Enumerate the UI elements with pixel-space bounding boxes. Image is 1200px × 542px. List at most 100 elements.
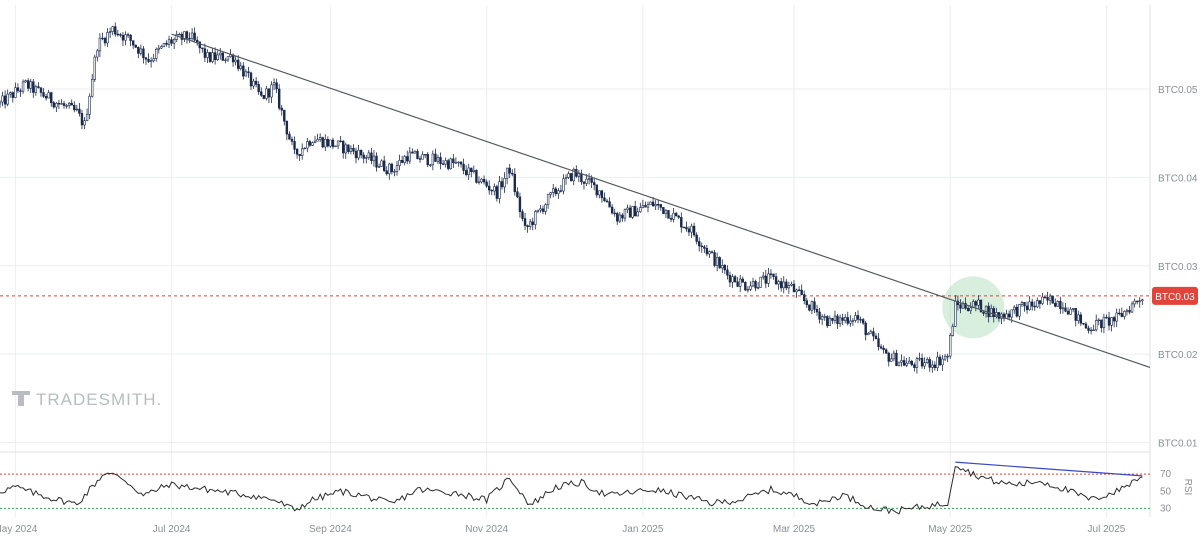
x-tick-label: Jan 2025 — [622, 524, 664, 535]
candle-body — [1064, 307, 1067, 312]
axes: May 2024 Jul 2024 Sep 2024 Nov 2024 Jan 2025… — [0, 85, 1198, 535]
candle-body — [951, 326, 954, 336]
current-price-label: BTC0.03 — [1155, 292, 1195, 303]
candle-body — [1097, 319, 1100, 322]
candle-body — [454, 162, 458, 164]
candle-body — [564, 177, 568, 180]
candle-body — [3, 95, 7, 105]
candle-body — [318, 137, 322, 140]
candle-body — [172, 39, 176, 44]
candle-body — [275, 82, 278, 90]
candle-body — [567, 173, 570, 178]
candle-body — [705, 248, 709, 255]
candle-body — [623, 209, 627, 219]
candle-body — [736, 281, 739, 287]
candle-body — [887, 352, 890, 362]
candle-body — [1123, 311, 1126, 317]
candle-body — [426, 154, 429, 166]
candle-body — [206, 52, 209, 58]
candle-body — [925, 359, 929, 364]
candle-body — [674, 212, 678, 217]
candle-body — [1048, 295, 1052, 301]
candle-body — [34, 86, 38, 93]
candle-body — [213, 52, 217, 60]
candle-body — [211, 52, 214, 62]
candle-body — [516, 191, 519, 198]
candle-body — [928, 359, 931, 368]
candle-body — [613, 212, 616, 215]
candle-body — [152, 58, 155, 61]
candle-body — [718, 257, 721, 269]
candle-body — [1013, 306, 1016, 311]
candle-body — [57, 102, 61, 105]
candle-body — [593, 182, 596, 186]
candle-body — [849, 320, 852, 324]
candle-body — [375, 155, 378, 168]
candle-body — [311, 142, 314, 146]
candle-body — [569, 173, 573, 182]
x-tick-label: May 2024 — [0, 524, 38, 535]
y-tick-label: BTC0.03 — [1158, 262, 1198, 273]
candle-body — [554, 188, 557, 195]
candle-body — [242, 65, 245, 77]
candle-body — [1074, 308, 1077, 321]
candle-body — [897, 361, 901, 366]
candle-body — [313, 140, 317, 143]
candle-body — [721, 265, 724, 269]
candle-body — [1120, 313, 1124, 317]
candle-body — [480, 178, 483, 183]
candle-body — [884, 349, 888, 354]
candle-body — [78, 108, 81, 114]
candle-body — [664, 210, 668, 214]
candle-body — [1007, 313, 1011, 318]
candle-body — [1015, 306, 1019, 317]
candle-body — [795, 289, 798, 293]
candle-body — [859, 319, 862, 321]
candle-body — [531, 221, 534, 225]
candle-body — [541, 208, 545, 212]
candle-body — [920, 357, 924, 367]
candle-body — [1084, 323, 1088, 329]
candle-body — [633, 206, 637, 217]
candle-body — [1038, 300, 1042, 304]
candle-body — [380, 160, 383, 167]
candle-body — [190, 32, 194, 39]
candle-body — [244, 71, 248, 77]
candle-body — [295, 149, 299, 155]
candle-body — [1135, 300, 1139, 303]
candle-body — [70, 102, 73, 106]
candle-body — [185, 31, 189, 39]
price-badge-layer: BTC0.03 — [1152, 286, 1198, 305]
candle-body — [818, 311, 821, 320]
candle-body — [406, 156, 409, 162]
candle-body — [511, 172, 514, 175]
candle-body — [472, 170, 476, 173]
candle-body — [680, 217, 683, 228]
candle-body — [544, 204, 547, 212]
candle-body — [723, 265, 727, 271]
rsi-tick-label: 70 — [1160, 469, 1172, 480]
candle-body — [155, 48, 158, 59]
candle-body — [759, 276, 762, 288]
candle-body — [682, 226, 686, 229]
candle-body — [260, 91, 263, 96]
candle-body — [1, 95, 4, 103]
candle-body — [892, 352, 896, 360]
candle-body — [867, 333, 870, 336]
candle-body — [882, 347, 885, 351]
candle-body — [741, 278, 744, 283]
candle-body — [713, 252, 716, 266]
candle-body — [219, 52, 222, 56]
candle-body — [1018, 304, 1021, 317]
candle-body — [126, 34, 130, 36]
candle-body — [96, 50, 99, 58]
candle-body — [124, 34, 127, 41]
candle-body — [977, 299, 980, 306]
candle-body — [329, 139, 332, 147]
candle-body — [1133, 300, 1136, 305]
rsi-line — [0, 466, 1143, 515]
candle-body — [377, 166, 381, 168]
candle-body — [175, 34, 178, 40]
candle-body — [954, 300, 957, 327]
candle-body — [498, 181, 501, 199]
